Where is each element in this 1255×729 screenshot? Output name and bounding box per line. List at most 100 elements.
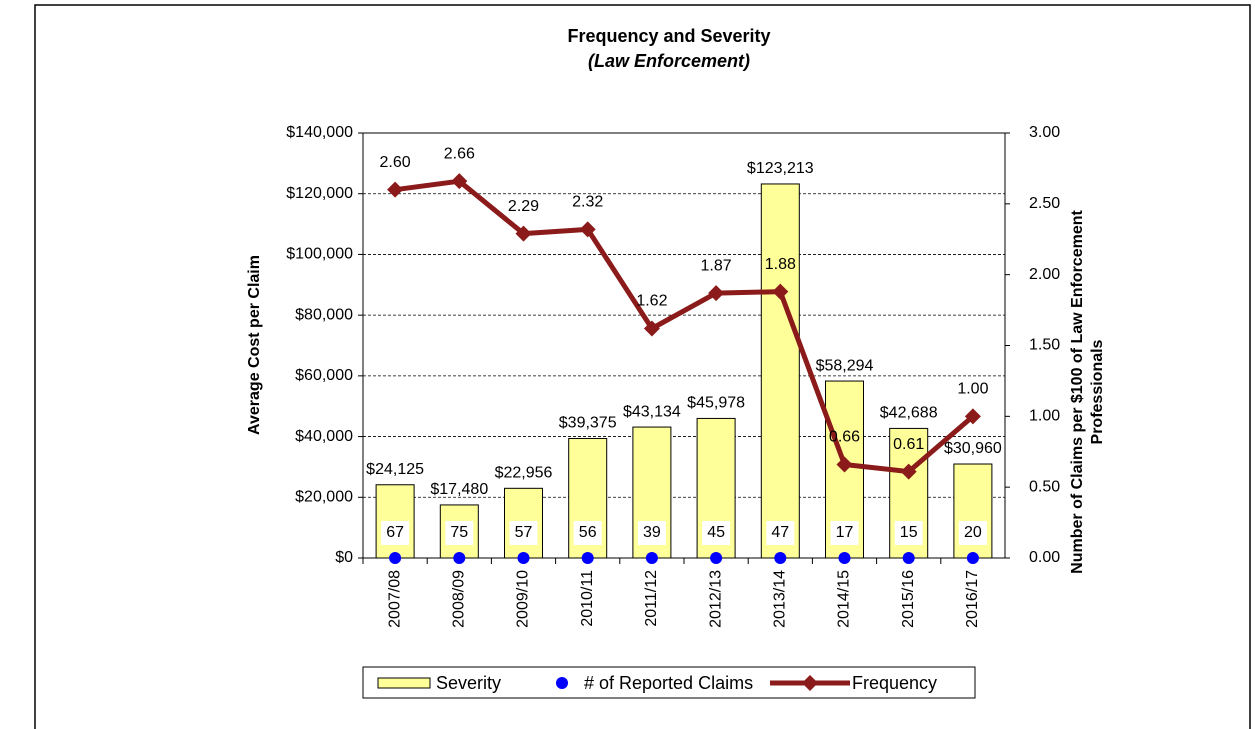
x-tick-label: 2016/17 — [964, 570, 981, 628]
label-box — [381, 521, 410, 545]
y2-tick-label: 2.50 — [1029, 195, 1060, 212]
label-box — [894, 521, 923, 545]
label-box — [573, 521, 602, 545]
claims-dot — [389, 552, 402, 564]
label-box — [637, 521, 666, 545]
legend-label: Severity — [436, 673, 501, 693]
frequency-marker — [515, 225, 532, 242]
claims-dot — [838, 552, 851, 564]
bar-value-label: $58,294 — [816, 357, 874, 374]
y2-tick-label: 3.00 — [1029, 124, 1060, 141]
x-tick-label: 2015/16 — [900, 570, 917, 628]
bar-value-label: $45,978 — [687, 395, 745, 412]
legend-swatch — [802, 675, 818, 691]
claims-label: 75 — [450, 524, 468, 541]
x-tick-label: 2010/11 — [579, 570, 596, 627]
y-tick-label: $120,000 — [286, 185, 353, 202]
y-tick-label: $60,000 — [295, 367, 353, 384]
x-tick-label: 2012/13 — [707, 570, 724, 628]
frequency-marker — [708, 285, 725, 302]
legend — [362, 666, 976, 699]
frequency-value-label: 2.66 — [444, 145, 475, 162]
y2-axis-label: Professionals — [1089, 339, 1106, 444]
y-tick-label: $80,000 — [295, 306, 353, 323]
bar-value-label: $22,956 — [495, 465, 553, 482]
chart-title: Frequency and Severity — [567, 26, 770, 46]
claims-dot — [517, 552, 530, 564]
label-box — [958, 521, 987, 545]
claims-label: 57 — [515, 524, 533, 541]
claims-dot — [902, 552, 915, 564]
claims-label: 47 — [771, 524, 789, 541]
bar-value-label: $123,213 — [747, 160, 814, 177]
claims-dot — [581, 552, 594, 564]
frequency-value-label: 1.87 — [701, 257, 732, 274]
y2-tick-label: 1.00 — [1029, 408, 1060, 425]
frequency-value-label: 2.32 — [572, 194, 603, 211]
claims-label: 45 — [707, 524, 725, 541]
label-box — [509, 521, 538, 545]
claims-label: 56 — [579, 524, 597, 541]
label-box — [702, 521, 731, 545]
x-tick-label: 2009/10 — [515, 570, 532, 628]
bar-value-label: $42,688 — [880, 405, 938, 422]
y-tick-label: $0 — [335, 549, 353, 566]
bar-value-label: $43,134 — [623, 403, 681, 420]
claims-dot — [710, 552, 723, 564]
legend-label: Frequency — [852, 673, 937, 693]
frequency-marker — [900, 463, 917, 480]
x-tick-label: 2011/12 — [643, 570, 660, 627]
bar-value-label: $17,480 — [430, 481, 488, 498]
y-tick-label: $20,000 — [295, 489, 353, 506]
frequency-value-label: 0.61 — [893, 436, 924, 453]
frequency-marker — [579, 221, 596, 238]
label-box — [445, 521, 474, 545]
y2-axis-label: Number of Claims per $100 of Law Enforce… — [1069, 210, 1086, 574]
claims-label: 17 — [836, 524, 854, 541]
frequency-marker — [643, 320, 660, 337]
claims-label: 20 — [964, 524, 982, 541]
frequency-marker — [964, 408, 981, 425]
bar-value-label: $30,960 — [944, 440, 1002, 457]
legend-swatch — [377, 677, 431, 689]
claims-dot — [453, 552, 466, 564]
x-tick-label: 2013/14 — [772, 570, 789, 628]
frequency-marker — [772, 283, 789, 300]
frame — [34, 4, 1251, 729]
label-box — [766, 521, 795, 545]
chart-subtitle: (Law Enforcement) — [588, 51, 750, 71]
bar — [760, 183, 800, 559]
y2-tick-label: 1.50 — [1029, 337, 1060, 354]
x-tick-label: 2007/08 — [386, 570, 403, 628]
claims-dot — [774, 552, 787, 564]
y2-tick-label: 0.50 — [1029, 478, 1060, 495]
y-tick-label: $100,000 — [286, 246, 353, 263]
claims-dot — [645, 552, 658, 564]
y-axis-label: Average Cost per Claim — [246, 255, 263, 435]
bar-value-label: $24,125 — [366, 461, 424, 478]
claims-label: 67 — [386, 524, 404, 541]
y2-tick-label: 0.00 — [1029, 549, 1060, 566]
claims-dot — [966, 552, 979, 564]
x-tick-label: 2014/15 — [836, 570, 853, 628]
frequency-value-label: 0.66 — [829, 429, 860, 446]
y2-tick-label: 2.00 — [1029, 266, 1060, 283]
frequency-value-label: 1.00 — [957, 381, 988, 398]
frequency-value-label: 1.88 — [765, 256, 796, 273]
frequency-marker — [836, 456, 853, 473]
frequency-value-label: 2.29 — [508, 198, 539, 215]
frequency-line — [394, 178, 975, 475]
y-tick-label: $40,000 — [295, 428, 353, 445]
frequency-value-label: 1.62 — [636, 293, 667, 310]
frequency-marker — [451, 173, 468, 190]
x-tick-label: 2008/09 — [451, 570, 468, 628]
claims-label: 15 — [900, 524, 918, 541]
y-tick-label: $140,000 — [286, 124, 353, 141]
legend-label: # of Reported Claims — [584, 673, 753, 693]
label-box — [830, 521, 859, 545]
frequency-value-label: 2.60 — [380, 154, 411, 171]
legend-swatch — [556, 677, 568, 689]
claims-label: 39 — [643, 524, 661, 541]
frequency-marker — [387, 181, 404, 198]
